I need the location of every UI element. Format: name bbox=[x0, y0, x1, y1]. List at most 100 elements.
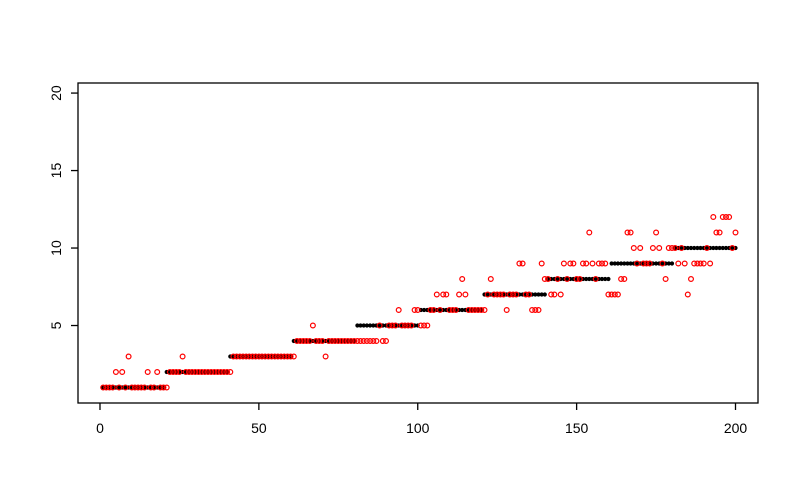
red-data-point bbox=[694, 260, 701, 267]
black-data-point bbox=[368, 323, 373, 328]
red-data-point bbox=[259, 353, 266, 360]
black-data-point bbox=[587, 276, 592, 282]
black-data-point bbox=[584, 276, 589, 282]
red-data-point bbox=[624, 229, 631, 236]
x-tick-label: 100 bbox=[406, 420, 430, 436]
black-data-point bbox=[355, 323, 360, 328]
red-data-point bbox=[376, 322, 383, 329]
red-data-point bbox=[138, 384, 145, 391]
red-data-point bbox=[363, 338, 370, 345]
red-data-point bbox=[719, 214, 726, 221]
red-data-point bbox=[703, 245, 710, 252]
red-data-point bbox=[471, 307, 478, 314]
red-data-point bbox=[726, 214, 733, 221]
red-data-point bbox=[163, 384, 170, 391]
red-data-point bbox=[465, 307, 472, 314]
red-data-point bbox=[640, 260, 647, 267]
red-data-point bbox=[646, 260, 653, 267]
red-data-point bbox=[182, 369, 189, 376]
black-data-point bbox=[711, 245, 716, 251]
red-data-point bbox=[173, 369, 180, 376]
red-data-point bbox=[491, 291, 498, 298]
red-data-point bbox=[398, 322, 405, 329]
red-data-point bbox=[421, 322, 428, 329]
red-data-point bbox=[379, 338, 386, 345]
red-data-point bbox=[224, 369, 231, 376]
red-data-point bbox=[338, 338, 345, 345]
red-data-point bbox=[214, 369, 221, 376]
x-tick-label: 50 bbox=[251, 420, 267, 436]
red-data-point bbox=[452, 307, 459, 314]
black-data-point bbox=[377, 323, 382, 328]
x-tick-label: 0 bbox=[96, 420, 104, 436]
red-data-point bbox=[348, 338, 355, 345]
red-data-point bbox=[722, 214, 729, 221]
red-data-point bbox=[446, 307, 453, 314]
red-data-point bbox=[414, 307, 421, 314]
black-data-point bbox=[437, 307, 443, 313]
black-data-point bbox=[117, 385, 122, 390]
red-data-point bbox=[392, 322, 399, 329]
red-data-point bbox=[405, 322, 412, 329]
red-data-point bbox=[456, 291, 463, 298]
red-data-point bbox=[618, 276, 625, 283]
red-data-point bbox=[354, 338, 361, 345]
red-data-point bbox=[707, 260, 714, 267]
red-data-point bbox=[135, 384, 142, 391]
red-data-point bbox=[668, 245, 675, 252]
red-data-point bbox=[179, 353, 186, 360]
red-data-point bbox=[605, 291, 612, 298]
black-data-point bbox=[660, 261, 665, 266]
x-tick-label: 200 bbox=[724, 420, 748, 436]
red-data-point bbox=[151, 384, 158, 391]
red-data-point bbox=[710, 214, 717, 221]
black-series bbox=[101, 245, 738, 390]
red-data-point bbox=[208, 369, 215, 376]
red-data-point bbox=[484, 291, 491, 298]
red-data-point bbox=[468, 307, 475, 314]
red-data-point bbox=[427, 307, 434, 314]
red-data-point bbox=[147, 384, 154, 391]
red-data-point bbox=[227, 369, 234, 376]
red-data-point bbox=[287, 353, 294, 360]
black-data-point bbox=[692, 245, 697, 251]
red-data-point bbox=[592, 276, 599, 283]
red-data-point bbox=[576, 276, 583, 283]
red-data-point bbox=[313, 338, 320, 345]
red-data-point bbox=[637, 245, 644, 252]
red-data-point bbox=[525, 291, 532, 298]
black-data-point bbox=[364, 323, 369, 328]
red-data-point bbox=[360, 338, 367, 345]
red-data-point bbox=[573, 276, 580, 283]
red-data-point bbox=[700, 260, 707, 267]
red-data-point bbox=[408, 322, 415, 329]
red-data-point bbox=[281, 353, 288, 360]
red-data-point bbox=[128, 384, 135, 391]
red-data-point bbox=[119, 369, 126, 376]
red-data-point bbox=[316, 338, 323, 345]
red-data-point bbox=[240, 353, 247, 360]
black-data-point bbox=[533, 292, 538, 297]
red-data-point bbox=[402, 322, 409, 329]
black-data-point bbox=[599, 276, 605, 282]
red-data-point bbox=[672, 245, 679, 252]
black-data-point bbox=[593, 276, 598, 282]
black-data-point bbox=[688, 245, 694, 251]
red-data-point bbox=[598, 260, 605, 267]
black-data-point bbox=[622, 261, 627, 266]
red-data-point bbox=[131, 384, 138, 391]
black-data-point bbox=[695, 245, 700, 251]
red-data-point bbox=[271, 353, 278, 360]
red-data-point bbox=[548, 291, 555, 298]
red-data-point bbox=[303, 338, 310, 345]
red-data-point bbox=[112, 369, 119, 376]
red-data-point bbox=[506, 291, 513, 298]
red-data-point bbox=[627, 229, 634, 236]
black-data-point bbox=[606, 276, 611, 282]
red-data-point bbox=[567, 260, 574, 267]
y-tick-label: 10 bbox=[48, 240, 64, 256]
red-data-point bbox=[160, 384, 167, 391]
black-data-point bbox=[634, 261, 640, 266]
red-series bbox=[100, 214, 739, 391]
